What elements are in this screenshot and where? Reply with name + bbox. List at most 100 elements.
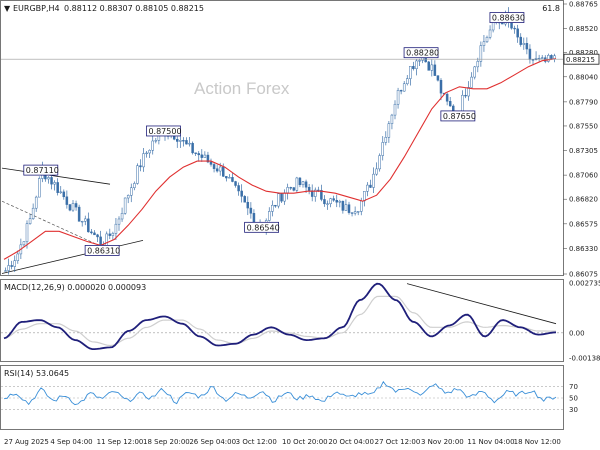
candle-body [240, 190, 243, 197]
candle-body [439, 79, 443, 94]
macd-panel-frame [0, 279, 564, 362]
candle-body [56, 182, 59, 193]
candle-body [215, 168, 219, 172]
time-tick-label: 18 Nov 12:00 [514, 438, 561, 446]
price-annotations: 0.87110 0.86310 0.87500 0.86540 0.88280 0.876… [23, 12, 525, 256]
candle-body [25, 223, 29, 242]
candle-body [243, 196, 246, 203]
candle-body [148, 150, 151, 154]
rsi-panel-frame [0, 365, 564, 430]
candle-body [93, 232, 96, 236]
rsi-axis: 70 50 30 [1, 383, 578, 414]
time-tick-label: 27 Oct 12:00 [375, 438, 421, 446]
candle-body [249, 207, 253, 214]
candle-body [31, 207, 35, 219]
rsi-tick-label: 70 [569, 383, 578, 391]
rsi-tick-label: 30 [569, 406, 578, 414]
price-tick-label: 0.87060 [569, 172, 598, 180]
candle-body [540, 57, 544, 59]
candle-body [304, 181, 308, 188]
candle-body [90, 231, 93, 234]
time-axis: 27 Aug 2025 4 Sep 04:00 11 Sep 12:00 18 Sep… [4, 438, 561, 446]
time-tick-label: 3 Oct 12:00 [236, 438, 277, 446]
price-tick-label: 0.88765 [569, 1, 598, 9]
candle-body [10, 265, 13, 267]
moving-average-series [3, 58, 557, 260]
candle-body [188, 142, 191, 145]
candle-body [323, 199, 326, 205]
candle-body [280, 193, 283, 202]
candle-body [516, 28, 519, 38]
candle-body [84, 218, 87, 222]
candle-body [412, 66, 415, 69]
candle-body [314, 189, 317, 197]
candle-body [246, 201, 250, 209]
candle-body [513, 27, 516, 30]
candle-body [525, 43, 529, 50]
candle-body [145, 152, 148, 155]
candle-body [390, 114, 394, 124]
time-tick-label: 10 Oct 20:00 [282, 438, 328, 446]
candle-body [393, 103, 397, 116]
candle-body [185, 140, 188, 145]
candle-body [381, 142, 384, 156]
time-tick-label: 20 Oct 04:00 [328, 438, 374, 446]
candle-body [350, 212, 354, 214]
candle-body [142, 153, 145, 168]
candle-body [415, 60, 418, 69]
candle-body [59, 191, 62, 193]
price-annotation-label: 0.86310 [87, 246, 120, 255]
candle-body [366, 184, 369, 192]
candle-body [445, 93, 449, 102]
candle-body [353, 211, 357, 214]
candle-body [476, 61, 480, 68]
price-tick-label: 0.87550 [569, 122, 598, 130]
time-tick-label: 27 Aug 2025 [4, 438, 49, 446]
candle-body [363, 191, 366, 202]
candle-body [467, 87, 470, 97]
candle-body [71, 203, 75, 211]
price-annotation-box [440, 110, 476, 122]
candle-body [289, 187, 292, 189]
candle-body [295, 177, 299, 191]
watermark: Action Forex [194, 79, 290, 98]
candle-body [301, 181, 305, 186]
candle-body [283, 192, 286, 202]
price-annotation-label: 0.88280 [406, 49, 439, 58]
candle-body [231, 177, 234, 182]
header-symbol: EURGBP,H4 [13, 4, 60, 13]
candle-body [488, 29, 492, 38]
candle-body [375, 168, 378, 175]
time-tick-label: 3 Nov 20:00 [421, 438, 464, 446]
candle-body [464, 94, 467, 97]
candle-body [117, 218, 121, 225]
candle-body [28, 218, 32, 224]
macd-series [3, 282, 557, 350]
candle-body [65, 196, 69, 205]
price-tick-label: 0.87790 [569, 98, 598, 106]
candle-body [126, 195, 130, 199]
candle-body [531, 59, 535, 61]
header-ohlc: 0.88112 0.88307 0.88105 0.88215 [64, 4, 204, 13]
current-price-label: 0.88215 [566, 56, 595, 64]
candle-body [123, 197, 127, 214]
candle-body [277, 193, 280, 207]
candle-body [485, 36, 489, 43]
candle-body [194, 152, 197, 154]
candle-body [320, 190, 323, 200]
candle-body [378, 155, 381, 170]
price-tick-label: 0.87305 [569, 147, 598, 155]
price-annotation-box [84, 245, 120, 256]
candle-body [34, 196, 38, 209]
candle-series [4, 7, 556, 275]
candle-body [335, 200, 338, 203]
rsi-line [3, 380, 557, 406]
candle-body [307, 186, 311, 191]
candle-body [387, 123, 391, 138]
time-tick-label: 18 Sep 20:00 [143, 438, 190, 446]
upper-trendline [1, 167, 111, 185]
candle-body [344, 204, 348, 211]
lower-trendline [1, 239, 144, 274]
candle-body [271, 204, 274, 212]
candle-body [360, 200, 363, 212]
